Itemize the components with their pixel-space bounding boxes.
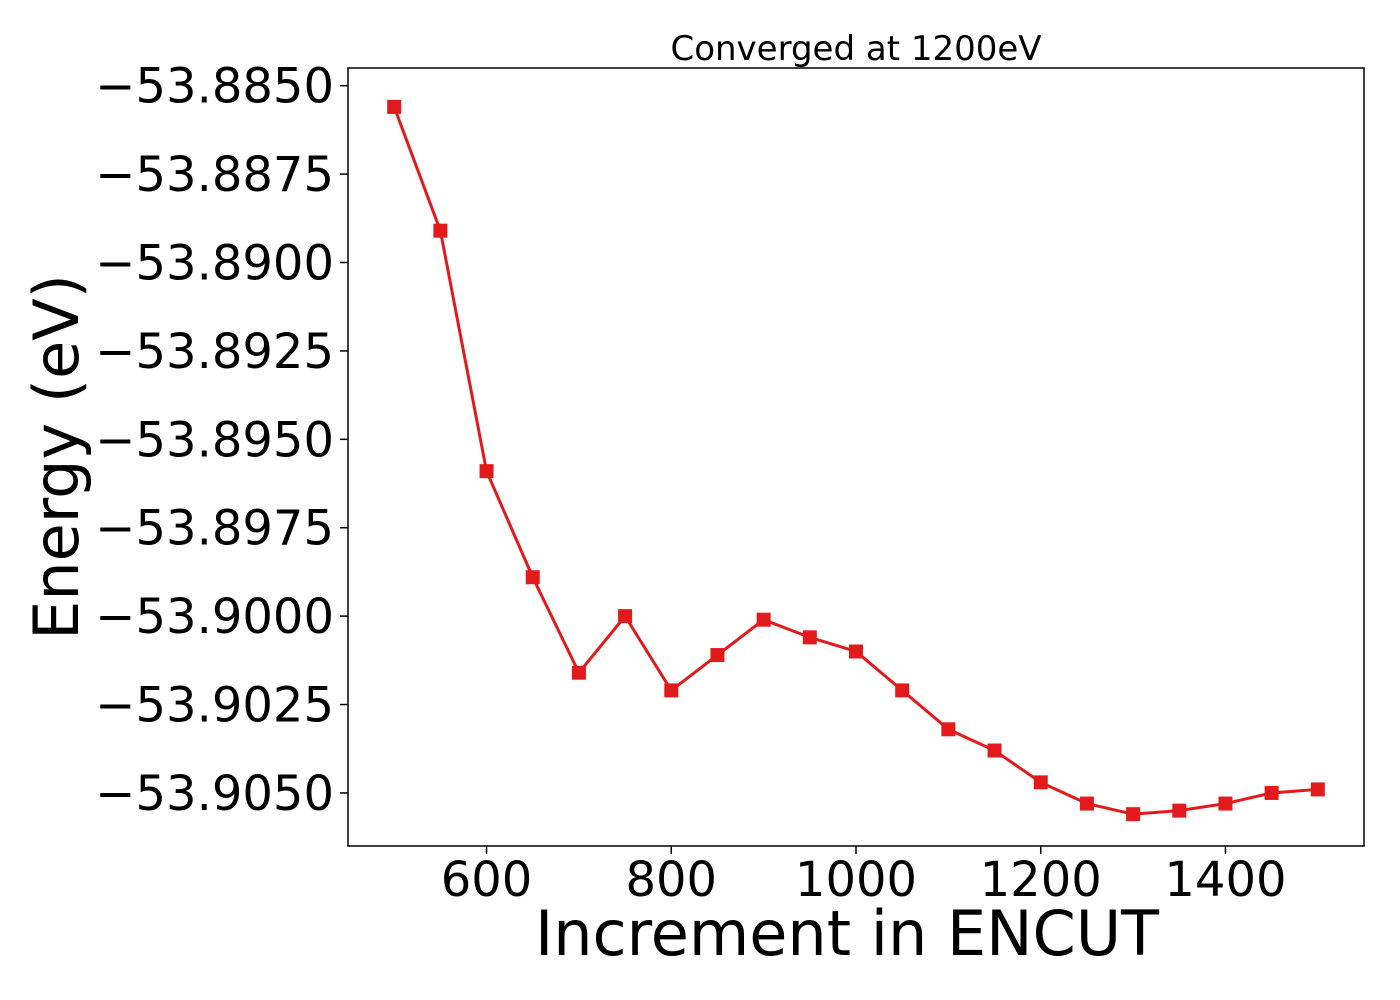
data-point — [895, 683, 910, 698]
y-tick-label: −53.8900 — [95, 236, 334, 292]
data-point — [387, 99, 402, 114]
y-tick-label: −53.8850 — [95, 59, 334, 115]
data-point — [1172, 803, 1187, 818]
data-point — [433, 223, 448, 238]
y-tick-label: −53.8975 — [95, 501, 334, 557]
x-axis-label: Increment in ENCUT — [535, 897, 1160, 970]
data-point — [1264, 785, 1279, 800]
data-point — [571, 665, 586, 680]
y-tick-label: −53.9050 — [95, 766, 334, 822]
data-point — [710, 648, 725, 663]
x-tick-label: 800 — [625, 852, 717, 908]
data-point — [987, 743, 1002, 758]
data-point — [802, 630, 817, 645]
y-axis: −53.8850 −53.8875 −53.8900 −53.8925 −53.8950… — [95, 59, 348, 822]
data-point — [849, 644, 863, 659]
x-tick-label: 600 — [441, 852, 533, 908]
data-point — [1079, 796, 1094, 811]
y-axis-label: Energy (eV) — [20, 274, 93, 640]
data-point — [664, 683, 679, 698]
x-tick-label: 1000 — [795, 852, 917, 908]
data-point — [1126, 807, 1141, 822]
y-tick-label: −53.8875 — [95, 147, 334, 203]
data-point — [479, 464, 494, 479]
data-point — [941, 722, 956, 737]
data-point — [756, 612, 771, 627]
x-tick-label: 1200 — [980, 852, 1102, 908]
y-tick-label: −53.9000 — [95, 589, 334, 645]
series-layer — [387, 99, 1325, 822]
chart-title: Converged at 1200eV — [670, 29, 1041, 69]
y-tick-label: −53.8925 — [95, 324, 334, 380]
y-tick-label: −53.9025 — [95, 678, 334, 734]
x-tick-label: 1400 — [1164, 852, 1286, 908]
y-tick-label: −53.8950 — [95, 412, 334, 468]
plot-frame — [347, 67, 1365, 847]
data-point — [1218, 796, 1233, 811]
x-axis: 600 800 1000 1200 1400 — [441, 846, 1287, 908]
data-point — [1033, 775, 1048, 790]
data-point — [1310, 782, 1325, 797]
series-line — [392, 106, 1318, 816]
data-point — [525, 570, 540, 585]
data-point — [618, 609, 633, 624]
